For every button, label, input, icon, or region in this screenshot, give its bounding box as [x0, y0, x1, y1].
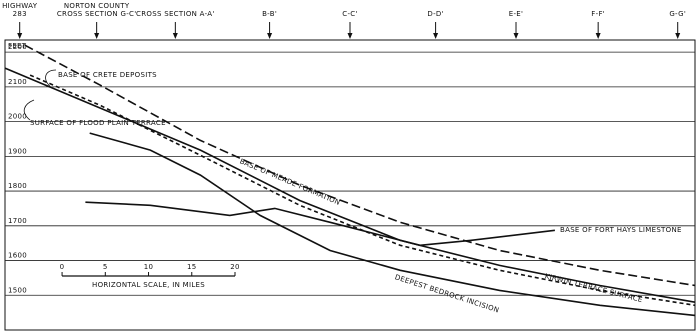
y-tick-label: 1800 — [8, 182, 27, 190]
y-tick-label: 1500 — [8, 286, 27, 294]
profile-line — [24, 44, 696, 287]
section-label: F-F' — [591, 10, 605, 18]
profile-line — [89, 132, 696, 317]
y-tick-label: 2100 — [8, 78, 27, 86]
profile-line — [29, 74, 696, 307]
leader — [45, 69, 57, 89]
plot-frame — [4, 39, 696, 331]
profile-line — [85, 201, 555, 247]
scale-tick-label: 10 — [144, 263, 154, 271]
scale-label: HORIZONTAL SCALE, IN MILES — [92, 281, 205, 289]
section-label: G-G' — [669, 10, 686, 18]
section-label: B-B' — [262, 10, 277, 18]
section-label: HIGHWAY — [2, 2, 38, 10]
section-arrowhead — [595, 33, 601, 39]
section-label: NORTON COUNTY — [64, 2, 130, 10]
section-arrowhead — [513, 33, 519, 39]
section-label: CROSS SECTION G-C' — [57, 10, 137, 18]
section-arrowhead — [172, 33, 178, 39]
line-label: BASE OF FORT HAYS LIMESTONE — [560, 226, 682, 234]
y-tick-label: 1600 — [8, 252, 27, 260]
section-label: C-C' — [342, 10, 357, 18]
section-label: E-E' — [509, 10, 524, 18]
section-arrowhead — [675, 33, 681, 39]
annotation: SURFACE OF FLOOD PLAIN TERRACE — [30, 119, 166, 127]
section-label: CROSS SECTION A-A' — [136, 10, 215, 18]
section-arrowhead — [347, 33, 353, 39]
scale-tick-label: 15 — [187, 263, 197, 271]
section-label: 283 — [13, 10, 27, 18]
section-arrowhead — [433, 33, 439, 39]
y-tick-label: 2000 — [8, 113, 27, 121]
section-arrowhead — [267, 33, 273, 39]
line-label: BASE OF CRETE DEPOSITS — [58, 71, 157, 79]
y-tick-label: 1900 — [8, 147, 27, 155]
scale-tick-label: 0 — [60, 263, 65, 271]
section-arrowhead — [94, 33, 100, 39]
y-axis-label: FEET — [8, 42, 27, 50]
leader — [23, 99, 35, 121]
y-tick-label: 2200 — [8, 43, 27, 51]
scale-tick-label: 20 — [230, 263, 240, 271]
section-label: D-D' — [427, 10, 443, 18]
y-tick-label: 1700 — [8, 217, 27, 225]
scale-tick-label: 5 — [103, 263, 108, 271]
profile-line — [4, 67, 696, 303]
section-arrowhead — [17, 33, 23, 39]
